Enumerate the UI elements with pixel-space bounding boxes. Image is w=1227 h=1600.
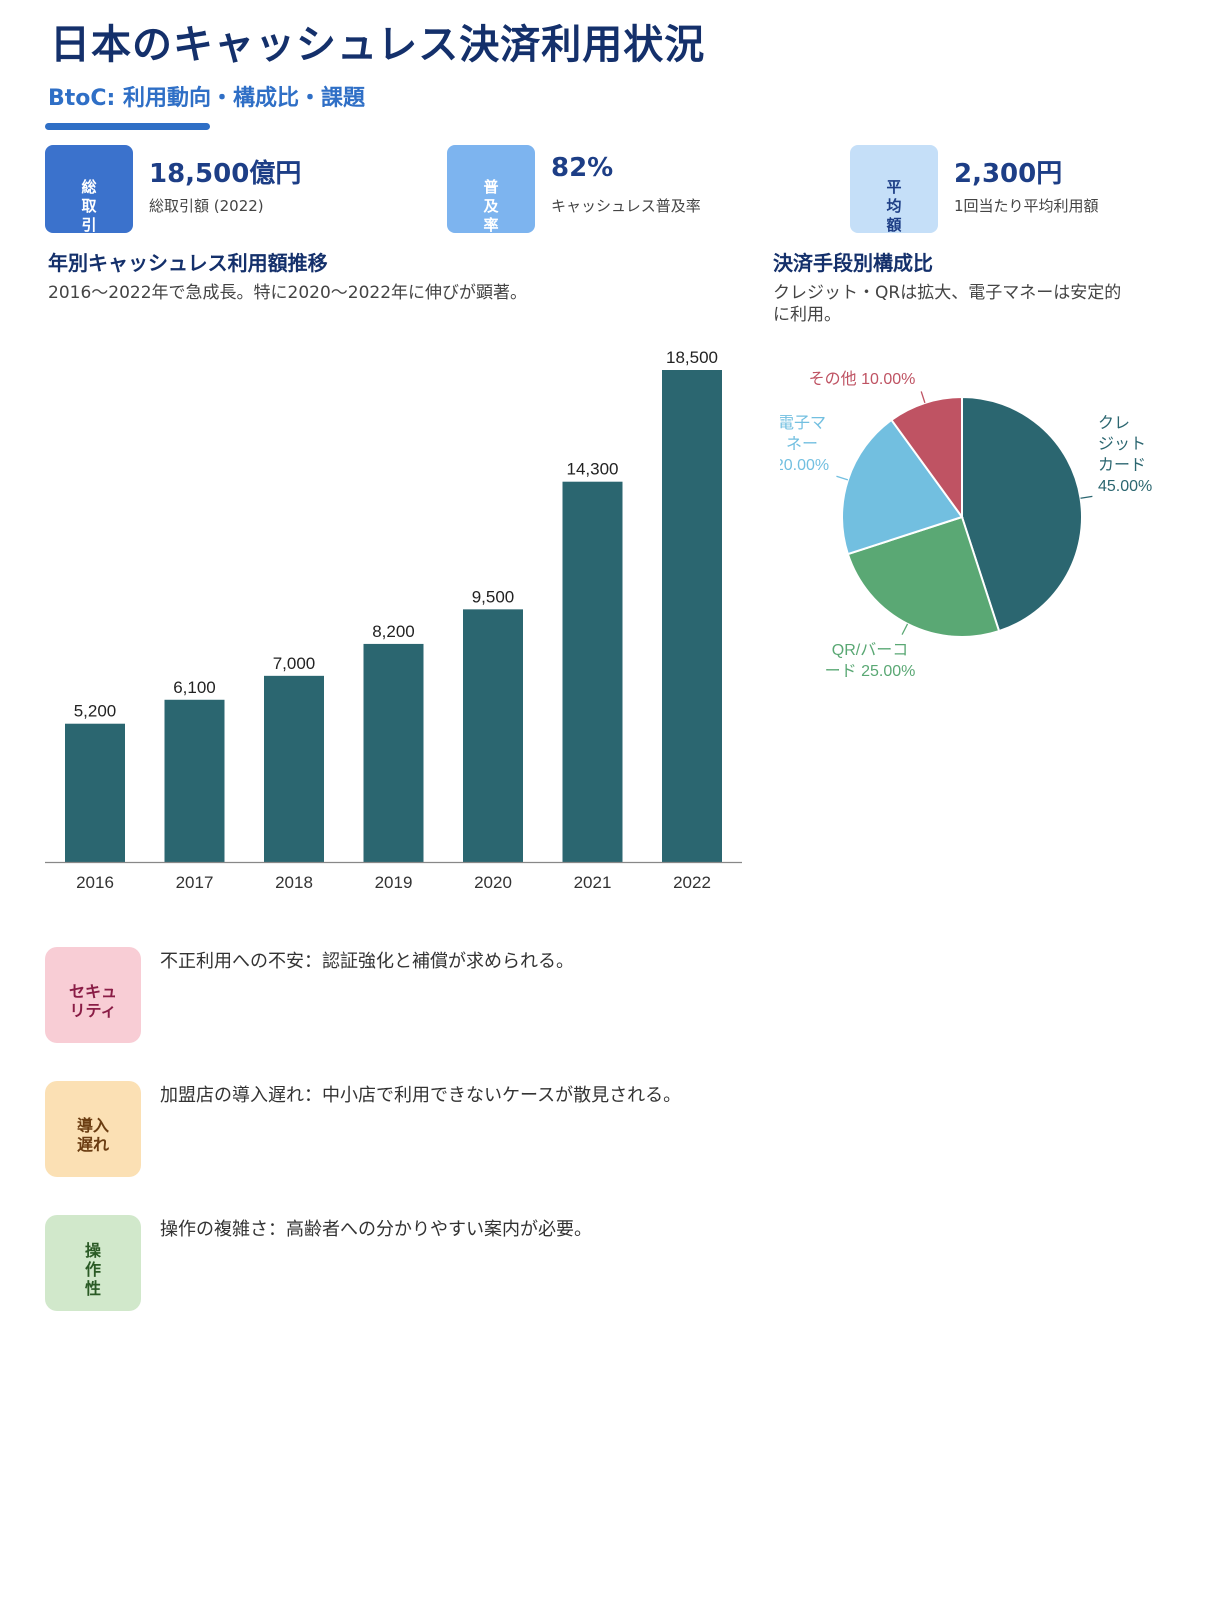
bar-2022 <box>662 370 722 862</box>
x-tick-label: 2020 <box>474 873 512 892</box>
issue-badge-label: 導入遅れ <box>76 1116 109 1154</box>
bar-value-label: 7,000 <box>273 654 316 673</box>
page-title: 日本のキャッシュレス決済利用状況 <box>50 22 706 68</box>
kpi-label: 1回当たり平均利用額 <box>954 197 1099 215</box>
bar-value-label: 5,200 <box>74 702 117 721</box>
kpi-value: 2,300円 <box>954 159 1063 189</box>
bar-value-label: 14,300 <box>567 460 619 479</box>
kpi-average-amount: 平均額 2,300円 1回当たり平均利用額 <box>850 145 1210 233</box>
x-tick-label: 2018 <box>275 873 313 892</box>
pie-leader-line <box>920 391 926 404</box>
issue-adoption-delay: 導入遅れ 加盟店の導入遅れ：中小店で利用できないケースが散見される。 <box>45 1081 1145 1181</box>
issue-badge: 導入遅れ <box>45 1081 141 1177</box>
pie-desc-line1: クレジット・QRは拡大、電子マネーは安定的 <box>773 283 1122 303</box>
pie-slice <box>841 418 964 556</box>
pie-chart: クレジットカード 45.00% QR/バーコード 25.00% 電子マネー 20.00%… <box>780 370 1152 680</box>
bar-2017 <box>164 699 225 862</box>
pie-desc-line2: に利用。 <box>773 305 841 325</box>
pie-section-desc: クレジット・QRは拡大、電子マネーは安定的 に利用。 <box>773 282 1121 326</box>
bar-section-desc: 2016〜2022年で急成長。特に2020〜2022年に伸びが顕著。 <box>48 283 528 303</box>
issue-badge: セキュリティ <box>45 947 141 1043</box>
kpi-badge: 平均額 <box>850 145 938 233</box>
issue-text: 操作の複雑さ：高齢者への分かりやすい案内が必要。 <box>160 1219 592 1240</box>
issue-badge-label: 操作性 <box>84 1240 101 1298</box>
issue-badge-label: セキュリティ <box>68 982 117 1020</box>
bar-value-label: 8,200 <box>372 622 415 641</box>
bar-2018 <box>264 675 324 862</box>
bar-2021 <box>562 481 623 862</box>
kpi-badge-label: 普及率 <box>483 178 499 233</box>
pie-section-title: 決済手段別構成比 <box>773 251 933 275</box>
pie-slice <box>890 395 963 521</box>
kpi-adoption-rate: 普及率 82% キャッシュレス普及率 <box>447 145 827 233</box>
bar-chart: 5,200 2016 6,100 2017 7,000 2018 8,200 2019 9,50… <box>45 348 742 892</box>
pie-slice-label: QR/バーコード 25.00% <box>825 642 916 680</box>
x-tick-label: 2017 <box>176 873 214 892</box>
x-tick-label: 2016 <box>76 873 114 892</box>
pie-slice-label: クレジットカード 45.00% <box>1098 414 1152 495</box>
issue-badge: 操作性 <box>45 1215 141 1311</box>
kpi-label: キャッシュレス普及率 <box>551 197 701 215</box>
pie-slice-label: 電子マネー 20.00% <box>780 414 829 474</box>
pie-slice <box>846 515 1001 638</box>
bar-value-label: 6,100 <box>173 678 216 697</box>
kpi-value: 18,500億円 <box>149 159 302 189</box>
bar-2019 <box>363 643 424 862</box>
kpi-value: 82% <box>551 153 614 183</box>
page-subtitle: BtoC: 利用動向・構成比・課題 <box>48 86 366 111</box>
x-tick-label: 2021 <box>574 873 612 892</box>
kpi-badge: 普及率 <box>447 145 535 233</box>
pie-leader-line <box>1080 495 1093 499</box>
bar-2020 <box>463 609 523 862</box>
bar-value-label: 9,500 <box>472 587 515 606</box>
bar-2016 <box>65 723 125 862</box>
bar-section-title: 年別キャッシュレス利用額推移 <box>48 251 328 275</box>
issue-security: セキュリティ 不正利用への不安：認証強化と補償が求められる。 <box>45 947 1145 1047</box>
kpi-badge: 総取引 <box>45 145 133 233</box>
kpi-label: 総取引額 (2022) <box>149 197 264 215</box>
kpi-total-transactions: 総取引 18,500億円 総取引額 (2022) <box>45 145 425 233</box>
issue-text: 加盟店の導入遅れ：中小店で利用できないケースが散見される。 <box>160 1085 682 1106</box>
pie-slice-label: その他 10.00% <box>809 370 916 388</box>
pie-leader-line <box>901 623 909 635</box>
issue-usability: 操作性 操作の複雑さ：高齢者への分かりやすい案内が必要。 <box>45 1215 1145 1315</box>
x-tick-label: 2019 <box>375 873 413 892</box>
kpi-badge-label: 平均額 <box>886 178 902 233</box>
bar-value-label: 18,500 <box>666 348 718 367</box>
pie-leader-line <box>836 475 849 481</box>
subtitle-underline <box>45 123 210 130</box>
issue-text: 不正利用への不安：認証強化と補償が求められる。 <box>160 951 574 972</box>
x-tick-label: 2022 <box>673 873 711 892</box>
kpi-badge-label: 総取引 <box>81 178 97 233</box>
